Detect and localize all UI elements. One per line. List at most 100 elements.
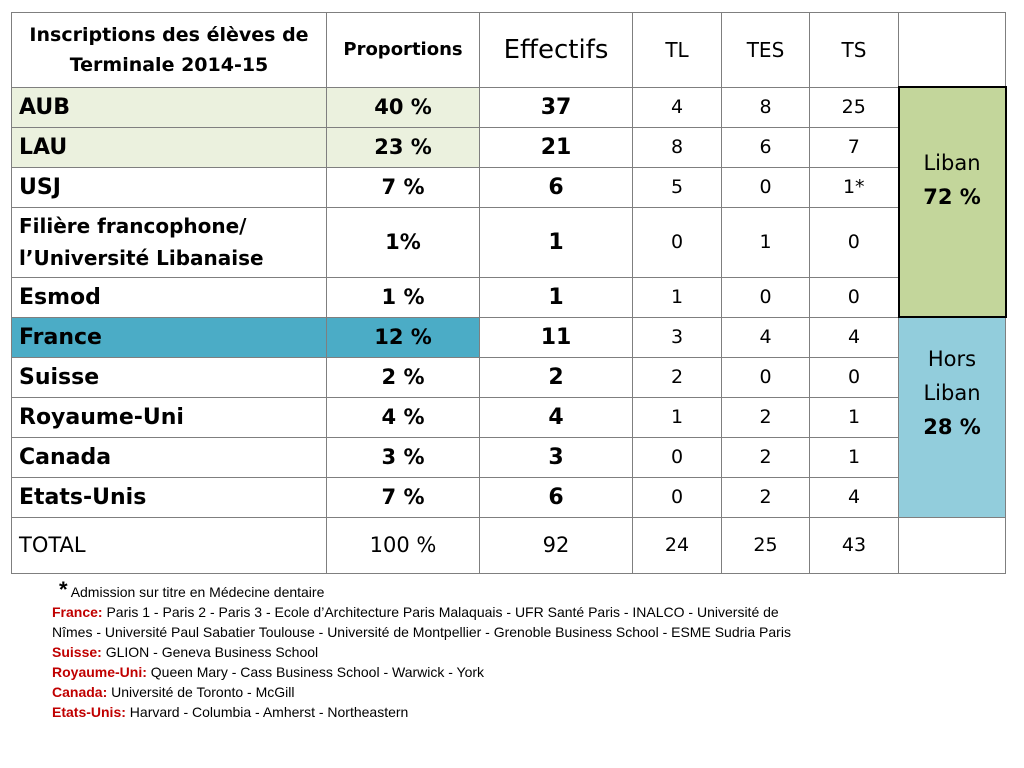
row-name-line1: Filière francophone/: [19, 214, 247, 238]
row-ts: 4: [809, 476, 899, 518]
row-eff: 37: [479, 86, 633, 128]
total-ts: 43: [809, 516, 899, 574]
footnote-royaume: Royaume-Uni: Queen Mary - Cass Business …: [52, 662, 1012, 682]
table-row: Canada 3 % 3 0 2 1: [11, 436, 1006, 478]
table-row: Etats-Unis 7 % 6 0 2 4: [11, 476, 1006, 518]
row-eff: 11: [479, 316, 633, 358]
footnote-canada: Canada: Université de Toronto - McGill: [52, 682, 1012, 702]
region-hors-label-line1: Hors: [927, 347, 977, 372]
row-pct: 2 %: [326, 356, 480, 398]
total-region-empty: [898, 516, 1006, 574]
total-tl: 24: [632, 516, 722, 574]
table-row: Filière francophone/ l’Université Libana…: [11, 206, 1006, 278]
total-eff: 92: [479, 516, 633, 574]
row-tes: 2: [721, 436, 810, 478]
header-tes: TES: [721, 12, 810, 88]
header-ts: TS: [809, 12, 899, 88]
row-pct: 7 %: [326, 166, 480, 208]
table-row: Suisse 2 % 2 2 0 0: [11, 356, 1006, 398]
row-ts: 1: [809, 396, 899, 438]
footnote-canada-label: Canada:: [52, 684, 108, 700]
row-tl: 2: [632, 356, 722, 398]
row-eff: 6: [479, 166, 633, 208]
row-name: Suisse: [11, 356, 327, 398]
row-eff: 4: [479, 396, 633, 438]
row-name: AUB: [11, 86, 327, 128]
footnote-admission: * Admission sur titre en Médecine dentai…: [52, 577, 1012, 602]
table-title-line2: Terminale 2014-15: [69, 53, 269, 76]
row-pct: 1 %: [326, 276, 480, 318]
header-tl: TL: [632, 12, 722, 88]
table-row: Royaume-Uni 4 % 4 1 2 1: [11, 396, 1006, 438]
row-eff: 1: [479, 276, 633, 318]
enrollment-table: Inscriptions des élèves de Terminale 201…: [11, 12, 1007, 574]
row-tes: 4: [721, 316, 810, 358]
row-ts: 0: [809, 276, 899, 318]
total-pct: 100 %: [326, 516, 480, 574]
row-name: France: [11, 316, 327, 358]
footnote-etats-label: Etats-Unis:: [52, 704, 126, 720]
footnote-royaume-label: Royaume-Uni:: [52, 664, 147, 680]
row-tl: 0: [632, 476, 722, 518]
row-tes: 0: [721, 276, 810, 318]
row-tl: 1: [632, 276, 722, 318]
table-row: France 12 % 11 3 4 4 Hors Liban 28 %: [11, 316, 1006, 518]
row-tes: 1: [721, 206, 810, 278]
row-tl: 1: [632, 396, 722, 438]
footnote-france: France: Paris 1 - Paris 2 - Paris 3 - Ec…: [52, 602, 1012, 622]
row-tl: 3: [632, 316, 722, 358]
row-ts: 7: [809, 126, 899, 168]
row-tl: 4: [632, 86, 722, 128]
row-tes: 0: [721, 166, 810, 208]
row-pct: 4 %: [326, 396, 480, 438]
table-title-line1: Inscriptions des élèves de: [29, 23, 309, 46]
footnote-france-cont: Nîmes - Université Paul Sabatier Toulous…: [52, 624, 791, 640]
region-liban: Liban 72 %: [897, 86, 1007, 318]
table-row: LAU 23 % 21 8 6 7: [11, 126, 1006, 168]
header-row: Inscriptions des élèves de Terminale 201…: [11, 12, 1006, 88]
row-tes: 2: [721, 396, 810, 438]
footnote-royaume-text: Queen Mary - Cass Business School - Warw…: [150, 664, 485, 680]
footnote-suisse: Suisse: GLION - Geneva Business School: [52, 642, 1012, 662]
row-tl: 5: [632, 166, 722, 208]
table-row: USJ 7 % 6 5 0 1*: [11, 166, 1006, 208]
header-proportions: Proportions: [326, 12, 480, 88]
row-pct: 23 %: [326, 126, 480, 168]
total-tes: 25: [721, 516, 810, 574]
header-region-empty: [898, 12, 1006, 88]
row-pct: 12 %: [326, 316, 480, 358]
region-liban-pct: 72 %: [923, 185, 981, 209]
row-tes: 6: [721, 126, 810, 168]
row-pct: 1%: [326, 206, 480, 278]
row-tl: 0: [632, 436, 722, 478]
row-ts: 1*: [809, 166, 899, 208]
row-ts: 4: [809, 316, 899, 358]
footnote-etats-text: Harvard - Columbia - Amherst - Northeast…: [129, 704, 409, 720]
row-name: LAU: [11, 126, 327, 168]
footnote-suisse-label: Suisse:: [52, 644, 102, 660]
row-ts: 1: [809, 436, 899, 478]
row-name-line2: l’Université Libanaise: [19, 246, 264, 270]
footnote-star: *: [59, 577, 68, 602]
row-eff: 3: [479, 436, 633, 478]
row-name: Esmod: [11, 276, 327, 318]
row-eff: 2: [479, 356, 633, 398]
footnote-admission-text: Admission sur titre en Médecine dentaire: [70, 584, 325, 600]
footnote-france-label: France:: [52, 604, 103, 620]
row-name: USJ: [11, 166, 327, 208]
row-name: Etats-Unis: [11, 476, 327, 518]
footnote-etats: Etats-Unis: Harvard - Columbia - Amherst…: [52, 702, 1012, 722]
row-eff: 6: [479, 476, 633, 518]
row-tes: 2: [721, 476, 810, 518]
table-title: Inscriptions des élèves de Terminale 201…: [11, 12, 327, 88]
table-row: AUB 40 % 37 4 8 25 Liban 72 %: [11, 86, 1007, 318]
row-ts: 25: [809, 86, 899, 128]
row-name: Filière francophone/ l’Université Libana…: [11, 206, 327, 278]
region-hors-label-line2: Liban: [923, 381, 981, 406]
footnote-suisse-text: GLION - Geneva Business School: [105, 644, 319, 660]
row-pct: 7 %: [326, 476, 480, 518]
row-tl: 8: [632, 126, 722, 168]
row-pct: 3 %: [326, 436, 480, 478]
footnote-france-text-1: Paris 1 - Paris 2 - Paris 3 - Ecole d’Ar…: [106, 604, 779, 620]
row-ts: 0: [809, 356, 899, 398]
